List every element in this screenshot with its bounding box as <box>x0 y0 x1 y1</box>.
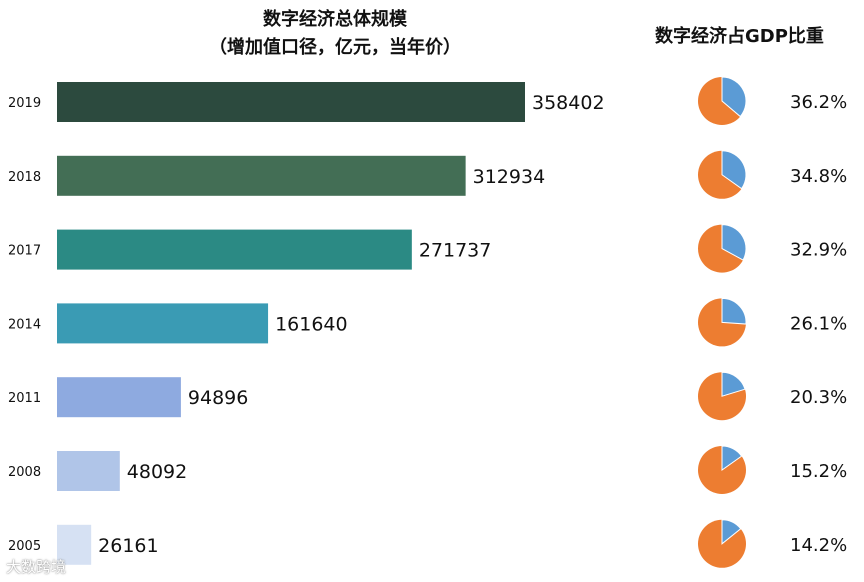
y-tick-label-2017: 2017 <box>8 244 41 259</box>
pie-value-label-2011: 20.3% <box>790 387 847 408</box>
pie-slice-2018 <box>721 150 747 190</box>
pie-slice-2005 <box>721 519 742 545</box>
y-tick-label-2008: 2008 <box>8 465 41 480</box>
y-tick-label-2011: 2011 <box>8 391 41 406</box>
pie-value-label-2005: 14.2% <box>790 535 847 556</box>
y-tick-label-2005: 2005 <box>8 539 41 554</box>
pie-slice-2014 <box>721 297 747 325</box>
pie-value-label-2014: 26.1% <box>790 313 847 334</box>
bar-value-label-2011: 94896 <box>188 387 248 409</box>
bar-2011 <box>57 377 181 418</box>
watermark-logo: 大数跨境 <box>6 558 67 576</box>
bar-chart-title-block: 数字经济总体规模 （增加值口径，亿元，当年价） <box>160 6 510 62</box>
bar-chart-title: 数字经济总体规模 <box>263 9 407 30</box>
bar-2005 <box>57 524 92 565</box>
bar-chart-subtitle: （增加值口径，亿元，当年价） <box>209 37 461 58</box>
bar-value-label-2014: 161640 <box>275 313 348 335</box>
y-tick-label-2019: 2019 <box>8 96 41 111</box>
pie-value-label-2019: 36.2% <box>790 92 847 113</box>
bar-value-label-2017: 271737 <box>419 240 492 262</box>
pie-slice-2008 <box>721 445 743 471</box>
bar-value-label-2008: 48092 <box>127 461 187 483</box>
bar-value-label-2019: 358402 <box>532 92 605 114</box>
bar-2008 <box>57 451 120 491</box>
bar-2017 <box>57 229 412 270</box>
bar-value-label-2018: 312934 <box>473 166 546 188</box>
pie-value-label-2008: 15.2% <box>790 461 847 482</box>
pie-value-label-2018: 34.8% <box>790 166 847 187</box>
bar-value-label-2005: 26161 <box>98 535 158 557</box>
pie-chart-title: 数字经济占GDP比重 <box>655 26 824 47</box>
bar-2019 <box>57 82 525 122</box>
y-tick-label-2014: 2014 <box>8 317 41 332</box>
bar-2018 <box>57 155 466 196</box>
pie-slice-2017 <box>721 224 747 261</box>
pie-slice-2011 <box>721 371 746 397</box>
pie-value-label-2017: 32.9% <box>790 240 847 261</box>
y-tick-label-2018: 2018 <box>8 170 41 185</box>
bar-2014 <box>57 303 269 344</box>
pie-slice-2019 <box>721 76 747 118</box>
